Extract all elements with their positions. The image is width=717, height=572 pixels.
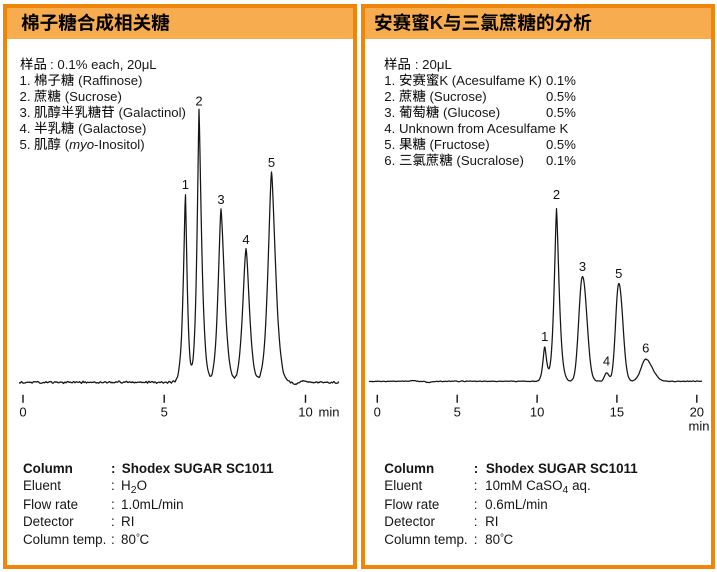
- svg-text:4: 4: [242, 232, 249, 247]
- svg-text:10: 10: [530, 405, 544, 420]
- svg-text:5: 5: [454, 405, 461, 420]
- svg-text:5: 5: [615, 266, 622, 281]
- svg-text:4: 4: [603, 353, 610, 368]
- svg-text:5: 5: [161, 405, 168, 420]
- svg-text:3: 3: [579, 259, 586, 274]
- svg-text:20: 20: [690, 405, 704, 420]
- svg-text:2: 2: [195, 94, 202, 109]
- svg-text:1: 1: [541, 329, 548, 344]
- svg-text:6: 6: [642, 341, 649, 356]
- svg-text:min: min: [319, 405, 340, 420]
- svg-text:1: 1: [182, 177, 189, 192]
- svg-text:min: min: [689, 418, 710, 433]
- svg-text:2: 2: [553, 187, 560, 202]
- svg-text:0: 0: [19, 405, 26, 420]
- svg-text:3: 3: [217, 192, 224, 207]
- svg-text:10: 10: [298, 405, 312, 420]
- svg-text:0: 0: [374, 405, 381, 420]
- svg-text:5: 5: [268, 155, 275, 170]
- svg-text:15: 15: [610, 405, 624, 420]
